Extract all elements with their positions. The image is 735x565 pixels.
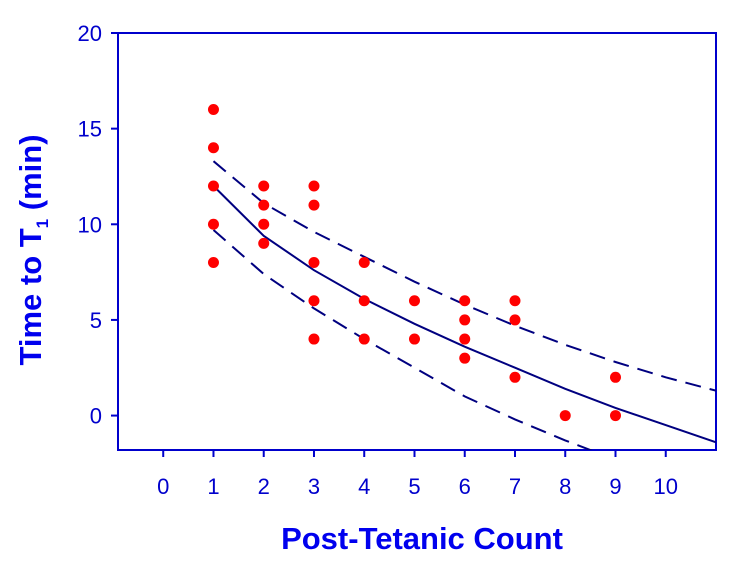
x-ticks: 0 1 2 3 4 5 6 7 8 9 10 <box>157 450 678 499</box>
data-point <box>358 333 370 345</box>
data-point <box>207 142 219 154</box>
x-tick-label: 4 <box>358 474 370 499</box>
x-tick-label: 2 <box>258 474 270 499</box>
data-point <box>408 333 420 345</box>
data-point <box>358 257 370 269</box>
y-tick-label: 10 <box>78 212 102 237</box>
x-tick-label: 6 <box>459 474 471 499</box>
data-point <box>207 104 219 116</box>
x-axis-title: Post-Tetanic Count <box>281 521 563 556</box>
x-tick-label: 3 <box>308 474 320 499</box>
data-point <box>258 199 270 211</box>
y-axis-title-main: Time to T <box>13 228 48 365</box>
y-axis-title: Time to T1 (min) <box>13 134 52 365</box>
x-tick-label: 8 <box>559 474 571 499</box>
data-point <box>308 180 320 192</box>
data-point <box>207 180 219 192</box>
plot-frame <box>117 32 717 451</box>
x-tick-label: 9 <box>609 474 621 499</box>
regression-curve <box>212 185 716 444</box>
y-axis-title-suffix: (min) <box>13 134 48 218</box>
data-point <box>459 314 471 326</box>
y-tick-label: 20 <box>78 21 102 46</box>
data-point <box>207 257 219 269</box>
data-point <box>509 371 521 383</box>
data-point <box>559 410 571 422</box>
data-point <box>459 295 471 307</box>
data-point <box>358 295 370 307</box>
data-point <box>509 295 521 307</box>
x-tick-label: 0 <box>157 474 169 499</box>
data-point <box>258 180 270 192</box>
y-ticks: 0 5 10 15 20 <box>78 21 118 429</box>
data-point <box>308 295 320 307</box>
data-point <box>308 333 320 345</box>
x-tick-label: 7 <box>509 474 521 499</box>
data-point <box>308 199 320 211</box>
confidence-curve <box>212 229 594 450</box>
data-point <box>459 333 471 345</box>
fit-curves <box>212 160 716 450</box>
data-point <box>207 218 219 230</box>
data-point <box>459 352 471 364</box>
x-tick-label: 1 <box>207 474 219 499</box>
y-tick-label: 0 <box>90 404 102 429</box>
data-point <box>609 410 621 422</box>
data-point <box>408 295 420 307</box>
data-point <box>609 371 621 383</box>
x-tick-label: 10 <box>654 474 678 499</box>
data-point <box>258 237 270 249</box>
y-tick-label: 5 <box>90 308 102 333</box>
data-point <box>258 218 270 230</box>
data-point <box>509 314 521 326</box>
y-tick-label: 15 <box>78 117 102 142</box>
data-points <box>207 104 621 422</box>
x-tick-label: 5 <box>408 474 420 499</box>
data-point <box>308 257 320 269</box>
y-axis-title-subscript: 1 <box>33 219 52 228</box>
